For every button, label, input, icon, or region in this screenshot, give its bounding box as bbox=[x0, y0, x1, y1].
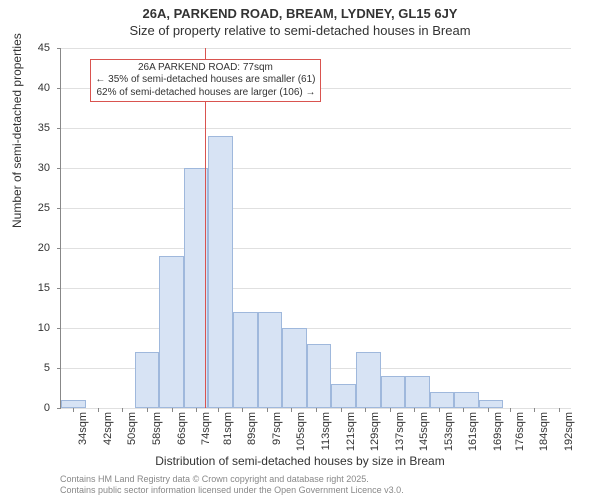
x-tick-mark bbox=[267, 408, 268, 412]
y-tick-mark bbox=[57, 248, 61, 249]
y-tick-mark bbox=[57, 408, 61, 409]
chart-title: 26A, PARKEND ROAD, BREAM, LYDNEY, GL15 6… bbox=[0, 6, 600, 21]
histogram-bar bbox=[381, 376, 406, 408]
gridline bbox=[61, 128, 571, 129]
x-tick-mark bbox=[242, 408, 243, 412]
y-tick-label: 0 bbox=[0, 402, 50, 414]
histogram-bar bbox=[454, 392, 479, 408]
x-tick-mark bbox=[218, 408, 219, 412]
y-tick-mark bbox=[57, 88, 61, 89]
y-tick-mark bbox=[57, 128, 61, 129]
annotation-line: ← 35% of semi-detached houses are smalle… bbox=[95, 74, 315, 87]
x-tick-mark bbox=[488, 408, 489, 412]
y-tick-label: 20 bbox=[0, 242, 50, 254]
x-tick-label: 105sqm bbox=[295, 412, 307, 451]
y-tick-label: 35 bbox=[0, 122, 50, 134]
annotation-line: 62% of semi-detached houses are larger (… bbox=[95, 87, 315, 100]
x-tick-label: 74sqm bbox=[200, 412, 212, 445]
histogram-bar bbox=[307, 344, 332, 408]
x-tick-mark bbox=[196, 408, 197, 412]
footer-line-1: Contains HM Land Registry data © Crown c… bbox=[60, 474, 404, 485]
gridline bbox=[61, 208, 571, 209]
gridline bbox=[61, 328, 571, 329]
x-tick-mark bbox=[439, 408, 440, 412]
x-tick-mark bbox=[390, 408, 391, 412]
x-tick-label: 192sqm bbox=[563, 412, 575, 451]
y-tick-label: 30 bbox=[0, 162, 50, 174]
histogram-bar bbox=[331, 384, 356, 408]
gridline bbox=[61, 248, 571, 249]
annotation-line: 26A PARKEND ROAD: 77sqm bbox=[95, 62, 315, 75]
x-tick-label: 145sqm bbox=[418, 412, 430, 451]
y-tick-mark bbox=[57, 368, 61, 369]
x-tick-mark bbox=[414, 408, 415, 412]
x-tick-mark bbox=[534, 408, 535, 412]
x-tick-label: 50sqm bbox=[126, 412, 138, 445]
histogram-bar bbox=[356, 352, 381, 408]
x-tick-label: 81sqm bbox=[222, 412, 234, 445]
x-tick-label: 113sqm bbox=[320, 412, 332, 450]
y-tick-mark bbox=[57, 168, 61, 169]
histogram-bar bbox=[430, 392, 455, 408]
x-tick-mark bbox=[291, 408, 292, 412]
gridline bbox=[61, 288, 571, 289]
x-tick-mark bbox=[172, 408, 173, 412]
x-tick-label: 121sqm bbox=[345, 412, 357, 451]
x-tick-label: 89sqm bbox=[246, 412, 258, 445]
x-tick-label: 184sqm bbox=[538, 412, 550, 451]
x-tick-mark bbox=[510, 408, 511, 412]
y-tick-mark bbox=[57, 288, 61, 289]
x-tick-label: 161sqm bbox=[467, 412, 479, 451]
chart-container: 26A, PARKEND ROAD, BREAM, LYDNEY, GL15 6… bbox=[0, 0, 600, 500]
x-tick-label: 129sqm bbox=[369, 412, 381, 451]
x-tick-mark bbox=[463, 408, 464, 412]
chart-subtitle: Size of property relative to semi-detach… bbox=[0, 23, 600, 38]
x-tick-mark bbox=[316, 408, 317, 412]
y-tick-mark bbox=[57, 208, 61, 209]
histogram-bar bbox=[135, 352, 160, 408]
y-tick-label: 40 bbox=[0, 82, 50, 94]
histogram-bar bbox=[159, 256, 184, 408]
x-tick-mark bbox=[341, 408, 342, 412]
gridline bbox=[61, 168, 571, 169]
footer-note: Contains HM Land Registry data © Crown c… bbox=[60, 474, 404, 496]
plot-area: 34sqm42sqm50sqm58sqm66sqm74sqm81sqm89sqm… bbox=[60, 48, 571, 409]
y-tick-label: 45 bbox=[0, 42, 50, 54]
x-axis-label: Distribution of semi-detached houses by … bbox=[0, 454, 600, 468]
x-tick-label: 153sqm bbox=[443, 412, 455, 451]
histogram-bar bbox=[233, 312, 258, 408]
x-tick-label: 42sqm bbox=[102, 412, 114, 445]
y-tick-label: 10 bbox=[0, 322, 50, 334]
histogram-bar bbox=[208, 136, 233, 408]
y-tick-label: 15 bbox=[0, 282, 50, 294]
x-tick-mark bbox=[98, 408, 99, 412]
y-tick-mark bbox=[57, 328, 61, 329]
footer-line-2: Contains public sector information licen… bbox=[60, 485, 404, 496]
x-tick-label: 58sqm bbox=[151, 412, 163, 445]
histogram-bar bbox=[405, 376, 430, 408]
x-tick-label: 34sqm bbox=[77, 412, 89, 445]
histogram-bar bbox=[282, 328, 307, 408]
y-tick-label: 5 bbox=[0, 362, 50, 374]
title-block: 26A, PARKEND ROAD, BREAM, LYDNEY, GL15 6… bbox=[0, 6, 600, 38]
histogram-bar bbox=[258, 312, 283, 408]
x-tick-mark bbox=[122, 408, 123, 412]
x-tick-mark bbox=[73, 408, 74, 412]
x-tick-mark bbox=[559, 408, 560, 412]
x-tick-label: 66sqm bbox=[176, 412, 188, 445]
y-tick-mark bbox=[57, 48, 61, 49]
x-tick-label: 137sqm bbox=[394, 412, 406, 451]
annotation-box: 26A PARKEND ROAD: 77sqm← 35% of semi-det… bbox=[90, 59, 320, 103]
x-tick-label: 169sqm bbox=[492, 412, 504, 451]
histogram-bar bbox=[479, 400, 504, 408]
x-tick-mark bbox=[365, 408, 366, 412]
histogram-bar bbox=[61, 400, 86, 408]
x-tick-mark bbox=[147, 408, 148, 412]
x-tick-label: 97sqm bbox=[271, 412, 283, 445]
y-tick-label: 25 bbox=[0, 202, 50, 214]
gridline bbox=[61, 48, 571, 49]
x-tick-label: 176sqm bbox=[514, 412, 526, 451]
